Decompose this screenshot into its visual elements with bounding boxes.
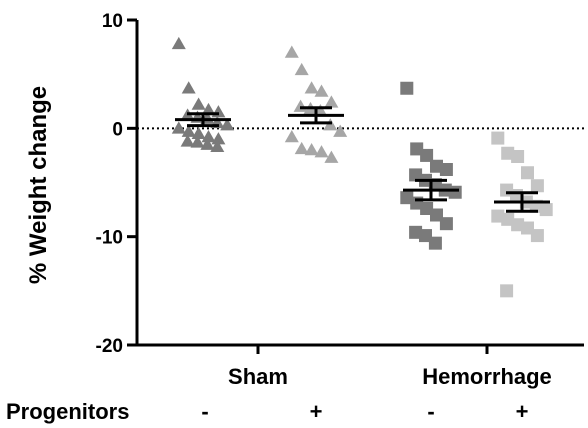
x-group-label: Hemorrhage [422,364,552,389]
data-point [430,159,443,173]
data-point [211,132,226,145]
data-point [304,143,319,156]
axis-layer [127,18,584,354]
data-point [521,166,534,180]
data-point [333,124,348,137]
y-axis-label: % Weight change [25,86,52,284]
progenitor-sign-label: - [427,399,434,424]
data-point [430,208,443,222]
data-point [420,202,434,215]
stats-layer [175,106,550,213]
data-point [324,150,339,163]
data-point [171,121,186,134]
data-point [400,81,414,95]
data-point [201,130,216,143]
data-point [201,102,216,116]
data-point [439,163,453,176]
data-point [491,209,505,223]
data-point [200,137,215,150]
labels-layer: 10 0 -10 -20 % Weight change - + - + Sham Hemorrha… [6,11,552,424]
data-point [180,134,195,147]
data-point [293,99,308,112]
data-point [181,124,196,137]
data-point [511,218,525,232]
data-point [304,81,319,94]
data-point [448,185,462,199]
data-point [409,168,423,182]
data-point [539,203,553,217]
data-point [501,212,515,226]
y-tick-label: 10 [102,11,123,32]
points-layer [171,36,553,298]
data-point [211,105,226,118]
data-point [314,84,329,97]
progenitor-sign-label: - [201,399,208,424]
data-point [439,217,453,231]
data-point [294,141,309,155]
data-point [420,148,434,162]
data-point [491,131,505,145]
data-point [190,135,205,148]
data-point [419,229,432,243]
data-point [191,97,206,110]
data-point [530,179,544,193]
data-point [501,146,515,160]
data-point [428,236,442,250]
y-tick-label: 0 [112,119,123,140]
y-tick-label: -10 [96,228,123,249]
data-point [191,126,206,139]
progenitors-row-label: Progenitors [6,399,129,424]
progenitor-sign-label: + [310,399,323,424]
data-point [400,191,414,205]
data-point [511,150,525,163]
progenitor-sign-label: + [516,399,529,424]
x-group-label: Sham [228,364,288,389]
data-point [410,142,424,156]
data-point [181,81,196,94]
y-tick-label: -20 [96,336,123,357]
data-point [171,36,186,50]
data-point [210,139,225,152]
data-point [314,145,329,158]
data-point [284,45,299,58]
data-point [530,229,544,243]
data-point [409,225,423,239]
data-point [500,284,514,298]
data-point [521,221,534,235]
data-point [284,130,299,143]
data-point [294,62,309,76]
data-point [324,95,339,108]
data-point [220,118,235,131]
